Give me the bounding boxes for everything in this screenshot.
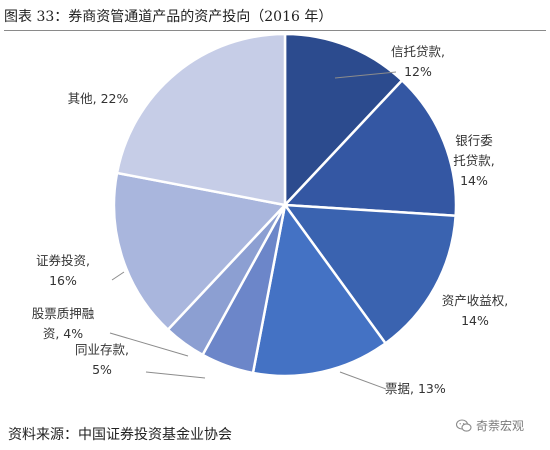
slice-label-1: 信托贷款, 12% (391, 44, 445, 79)
slice-label-7: 证券投资, 16% (36, 253, 90, 288)
slice-labels: 信托贷款, 12% 银行委托贷款, 14% 资产收益权, 14% 票据, 13% 同业存款, 5… (32, 44, 509, 396)
leader-line-6 (109, 332, 189, 357)
pie-slice-2 (282, 78, 458, 218)
slice-label-3: 资产收益权, 14% (442, 293, 508, 328)
pie-slices (112, 32, 458, 378)
chart-title: 图表 33：券商资管通道产品的资产投向（2016 年） (4, 9, 333, 25)
watermark: 奇萘宏观 (456, 417, 524, 434)
leader-line-7 (111, 271, 125, 281)
leader-line-4 (339, 371, 387, 390)
slice-label-5: 同业存款, 5% (75, 342, 129, 377)
pie-slice-1 (283, 32, 404, 209)
leader-line-1 (334, 71, 397, 79)
watermark-text: 奇萘宏观 (476, 419, 525, 433)
pie-slice-3 (282, 203, 457, 346)
slice-label-2: 银行委托贷款, 14% (453, 133, 494, 188)
pie-slice-7 (112, 171, 288, 332)
slice-label-6: 股票质押融资, 4% (32, 306, 95, 341)
pie-slice-8 (115, 32, 287, 207)
pie-slice-4 (251, 201, 388, 378)
leader-lines (109, 71, 397, 390)
slice-label-4: 票据, 13% (385, 381, 446, 396)
source-note: 资料来源：中国证券投资基金业协会 (8, 427, 232, 443)
slice-label-8: 其他, 22% (68, 91, 129, 106)
wechat-icon (456, 418, 472, 432)
title-divider (4, 30, 546, 31)
leader-line-5 (145, 371, 206, 379)
